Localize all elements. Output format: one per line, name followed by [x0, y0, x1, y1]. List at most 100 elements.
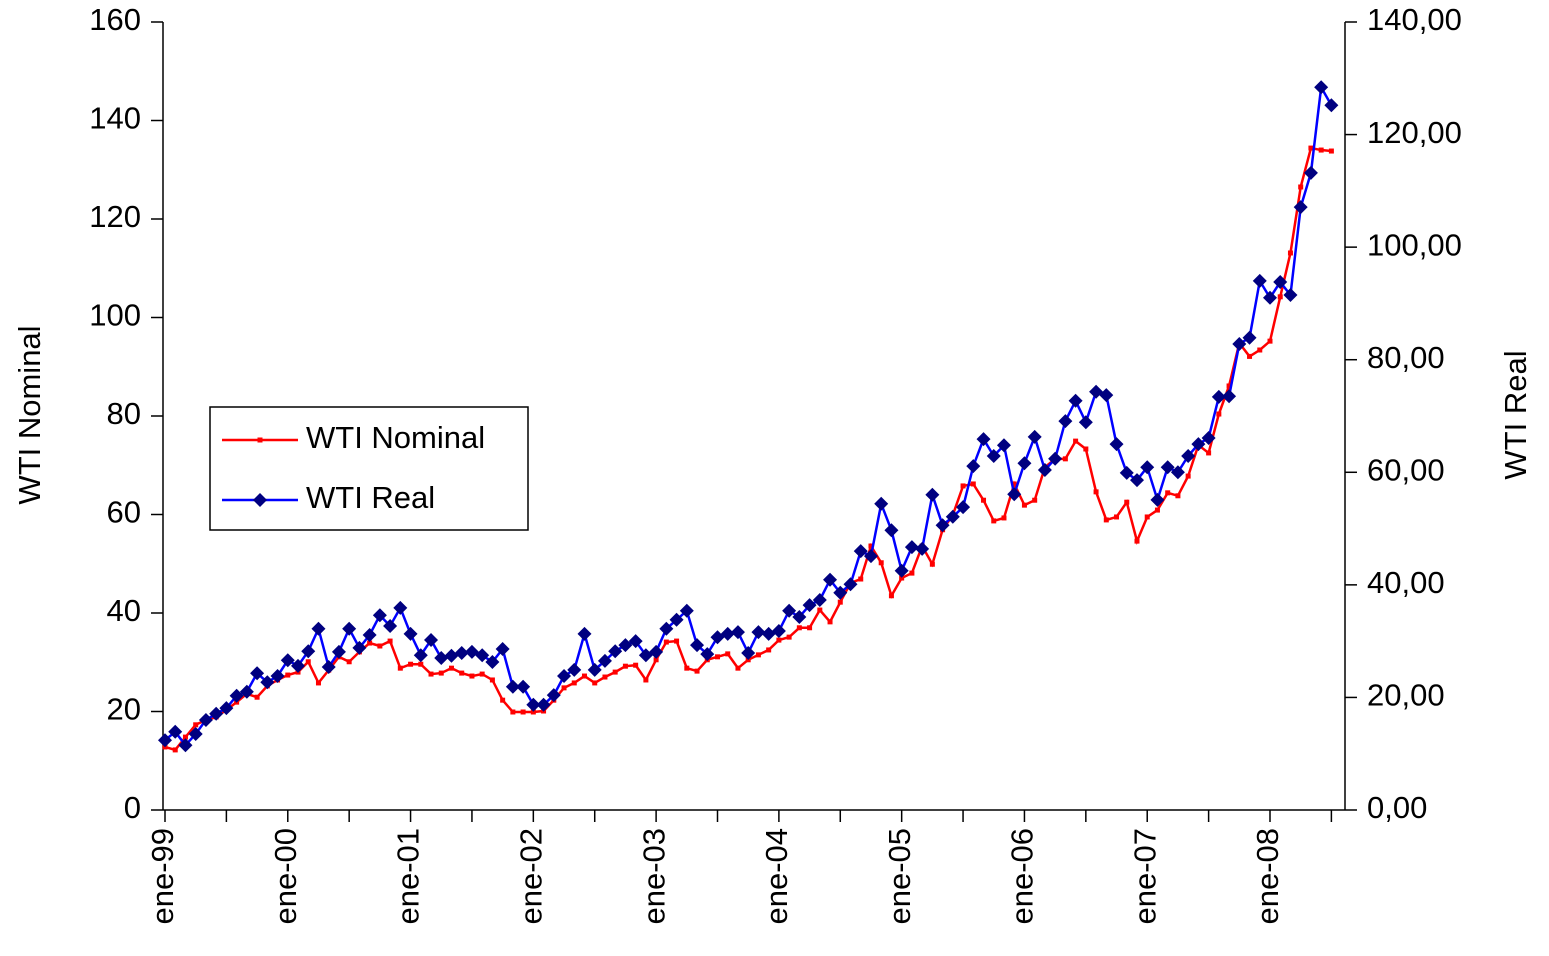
point: [853, 544, 868, 559]
point: [843, 577, 858, 592]
point: [444, 648, 459, 663]
point: [674, 638, 680, 644]
point: [592, 680, 598, 686]
point: [500, 697, 506, 703]
point: [1154, 507, 1160, 513]
point: [1048, 451, 1063, 466]
point: [469, 673, 475, 679]
y2-tick-label: 100,00: [1367, 227, 1462, 262]
y-tick-label: 40: [107, 593, 141, 628]
point: [321, 660, 336, 675]
point: [1068, 393, 1083, 408]
point: [428, 671, 434, 677]
point: [1293, 200, 1308, 215]
y2-tick-label: 20,00: [1367, 678, 1445, 713]
point: [1242, 330, 1257, 345]
point: [904, 540, 919, 555]
point: [178, 738, 193, 753]
x-tick-label: ene-00: [268, 828, 303, 925]
point: [945, 509, 960, 524]
point: [1308, 145, 1314, 151]
point: [1150, 492, 1165, 507]
y-tick-label: 140: [89, 101, 141, 136]
point: [516, 679, 531, 694]
point: [796, 625, 802, 631]
point: [239, 684, 254, 699]
point: [510, 709, 516, 715]
point: [1073, 438, 1079, 444]
point: [730, 625, 745, 640]
point: [776, 637, 782, 643]
point: [526, 697, 541, 712]
point: [1185, 473, 1191, 479]
point: [1298, 184, 1304, 190]
point: [608, 644, 623, 659]
y-tick-label: 60: [107, 495, 141, 530]
point: [735, 665, 741, 671]
point: [1021, 502, 1027, 508]
legend-marker: [253, 493, 267, 507]
y2-tick-label: 60,00: [1367, 452, 1445, 487]
y-axis-label: WTI Nominal: [12, 325, 47, 504]
point: [475, 648, 490, 663]
point: [291, 658, 306, 673]
point: [1011, 481, 1017, 487]
point: [459, 670, 465, 676]
point: [643, 677, 649, 683]
point: [684, 665, 690, 671]
point: [827, 619, 833, 625]
point: [899, 575, 905, 581]
point: [1216, 411, 1222, 417]
legend-label: WTI Nominal: [306, 420, 485, 455]
point: [424, 633, 439, 648]
point: [571, 680, 577, 686]
point: [1119, 465, 1134, 480]
point: [229, 688, 244, 703]
point: [315, 680, 321, 686]
point: [577, 626, 592, 641]
point: [1257, 347, 1263, 353]
point: [367, 640, 373, 646]
point: [372, 608, 387, 623]
point: [690, 638, 705, 653]
point: [342, 621, 357, 636]
point: [858, 576, 864, 582]
point: [755, 652, 761, 658]
point: [158, 733, 172, 748]
x-tick-label: ene-03: [636, 828, 671, 925]
point: [935, 518, 950, 533]
point: [1007, 487, 1022, 502]
point: [520, 709, 526, 715]
point: [1062, 456, 1068, 462]
point: [1287, 250, 1293, 256]
point: [649, 644, 664, 659]
point: [1263, 290, 1277, 305]
point: [679, 603, 694, 618]
point: [766, 647, 772, 653]
point: [823, 572, 838, 587]
point: [659, 621, 674, 636]
point: [301, 644, 316, 659]
point: [485, 654, 500, 669]
point: [1318, 147, 1324, 153]
point: [771, 624, 786, 639]
point: [792, 609, 807, 624]
point: [1232, 336, 1247, 351]
point: [193, 722, 199, 728]
point: [489, 677, 495, 683]
legend-label: WTI Real: [306, 480, 435, 515]
y-tick-label: 20: [107, 692, 141, 727]
point: [270, 669, 285, 684]
y-tick-label: 100: [89, 298, 141, 333]
point: [567, 662, 582, 677]
point: [884, 523, 899, 538]
point: [1211, 389, 1226, 404]
point: [305, 659, 311, 665]
x-tick-label: ene-01: [391, 828, 426, 925]
point: [1083, 446, 1089, 452]
point: [663, 639, 669, 645]
point: [387, 638, 393, 644]
point: [1247, 353, 1253, 359]
point: [863, 549, 878, 564]
point: [1032, 497, 1038, 503]
